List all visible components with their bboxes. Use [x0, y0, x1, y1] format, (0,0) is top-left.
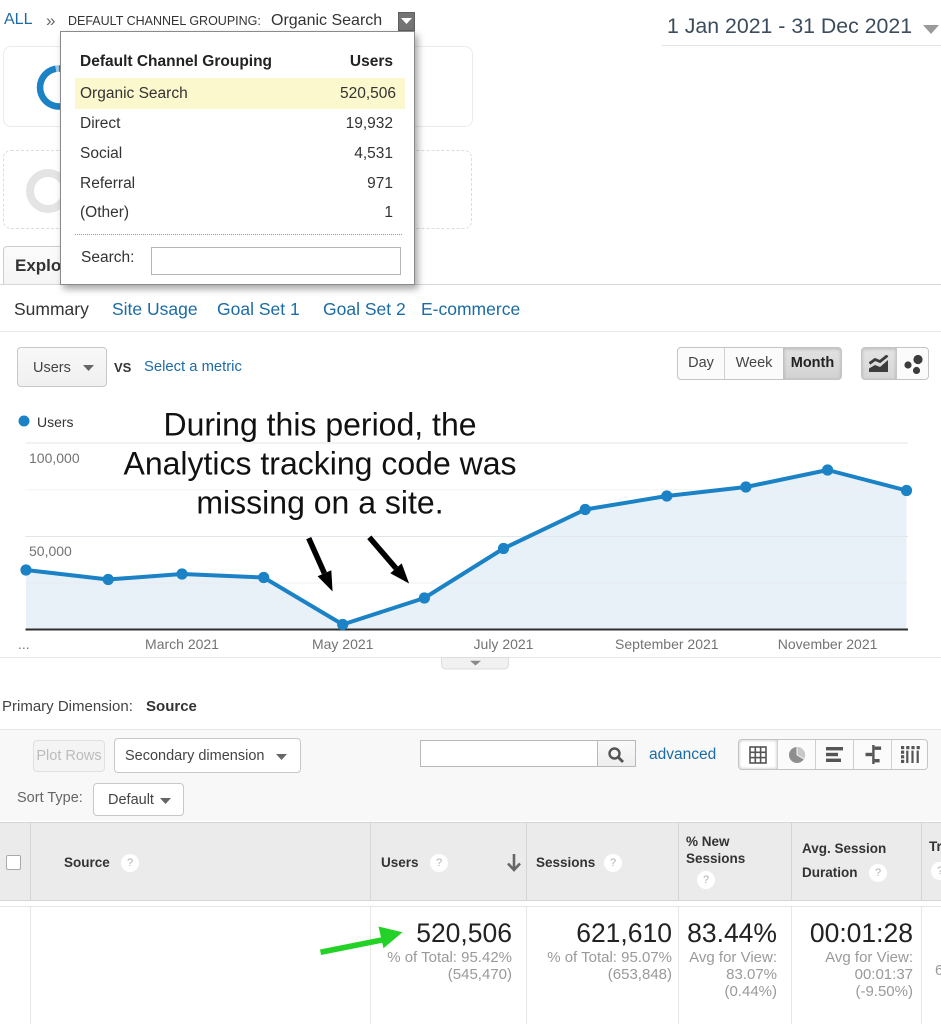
svg-text:Analytics tracking code was: Analytics tracking code was: [123, 446, 516, 482]
svg-text:July 2021: July 2021: [474, 636, 534, 652]
svg-text:missing on a site.: missing on a site.: [196, 485, 443, 521]
svg-text:May 2021: May 2021: [312, 636, 374, 652]
svg-text:During this period, the: During this period, the: [163, 407, 476, 443]
svg-text:...: ...: [18, 636, 30, 652]
svg-text:March 2021: March 2021: [145, 636, 219, 652]
svg-text:100,000: 100,000: [29, 450, 80, 466]
svg-text:November 2021: November 2021: [778, 636, 878, 652]
svg-text:Users: Users: [37, 414, 74, 430]
svg-text:50,000: 50,000: [29, 543, 72, 559]
svg-text:September 2021: September 2021: [615, 636, 719, 652]
